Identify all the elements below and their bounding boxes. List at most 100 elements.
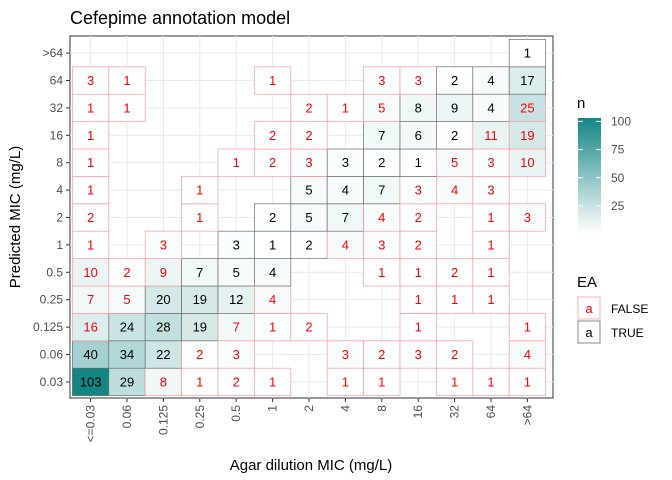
cell-value-label: 2 (451, 347, 458, 362)
cell-value-label: 7 (233, 320, 240, 335)
x-tick-label: 0.06 (120, 405, 134, 429)
x-axis-label: Agar dilution MIC (mg/L) (230, 457, 393, 474)
heatmap-tile (72, 121, 110, 150)
cell-value-label: 1 (487, 374, 494, 389)
cell-value-label: 3 (487, 155, 494, 170)
heatmap-tile (254, 203, 292, 232)
x-tick-label: 16 (411, 405, 425, 419)
cell-value-label: 1 (451, 374, 458, 389)
cell-value-label: 7 (342, 210, 349, 225)
heatmap-tile (254, 258, 292, 287)
cell-value-label: 103 (80, 374, 102, 389)
cell-value-label: 2 (378, 155, 385, 170)
cell-value-label: 8 (160, 374, 167, 389)
heatmap-tile (290, 148, 328, 177)
cell-value-label: 1 (87, 155, 94, 170)
cell-value-label: 3 (342, 155, 349, 170)
ea-legend: EA a FALSE a TRUE (577, 274, 648, 344)
heatmap-tile (290, 203, 328, 232)
cell-value-label: 40 (83, 347, 97, 362)
fill-legend-label: 50 (611, 171, 625, 185)
y-tick-label: >64 (43, 46, 64, 60)
cell-value-label: 1 (451, 292, 458, 307)
cell-value-label: 3 (305, 155, 312, 170)
heatmap-tile (254, 367, 292, 396)
cell-value-label: 2 (305, 320, 312, 335)
y-tick-label: 0.25 (40, 293, 64, 307)
cell-value-label: 1 (342, 100, 349, 115)
cell-value-label: 3 (415, 183, 422, 198)
cell-value-label: 1 (487, 292, 494, 307)
ea-legend-title: EA (577, 274, 597, 291)
cell-value-label: 7 (87, 292, 94, 307)
cell-value-label: 34 (120, 347, 134, 362)
heatmap-tile (399, 121, 437, 150)
cell-value-label: 2 (233, 374, 240, 389)
heatmap-tile (472, 148, 510, 177)
cell-value-label: 2 (196, 347, 203, 362)
heatmap-tile (290, 121, 328, 150)
heatmap-tile (217, 148, 255, 177)
y-tick-label: 16 (50, 128, 64, 142)
heatmap-tile (72, 285, 110, 314)
cell-value-label: 5 (123, 292, 130, 307)
heatmap-tile (72, 148, 110, 177)
cell-value-label: 1 (123, 73, 130, 88)
cell-value-label: 1 (487, 237, 494, 252)
heatmap-tile (472, 66, 510, 95)
x-tick-label: 64 (484, 405, 498, 419)
cell-value-label: 4 (269, 292, 276, 307)
cell-value-label: 3 (378, 73, 385, 88)
heatmap-tile (363, 176, 401, 205)
heatmap-tile (108, 367, 146, 396)
heatmap-tile (217, 367, 255, 396)
cell-value-label: 1 (524, 46, 531, 61)
heatmap-tile (144, 367, 182, 396)
y-tick-label: 0.5 (46, 265, 63, 279)
heatmap-tile (72, 258, 110, 287)
cell-value-label: 1 (269, 374, 276, 389)
heatmap-tile (326, 93, 364, 122)
cell-value-label: 4 (451, 183, 458, 198)
heatmap-tile (108, 93, 146, 122)
cell-value-label: 10 (83, 265, 97, 280)
y-tick-label: 2 (56, 211, 63, 225)
cell-value-label: 20 (156, 292, 170, 307)
cell-value-label: 2 (269, 128, 276, 143)
heatmap-tile (399, 148, 437, 177)
heatmap-tile (363, 148, 401, 177)
cell-value-label: 1 (487, 210, 494, 225)
cell-value-label: 2 (269, 210, 276, 225)
heatmap-tile (72, 230, 110, 259)
x-tick-label: 2 (302, 405, 316, 412)
cell-value-label: 2 (269, 155, 276, 170)
heatmap-tile (72, 66, 110, 95)
heatmap-tile (108, 66, 146, 95)
heatmap-tile (363, 93, 401, 122)
cell-value-label: 2 (305, 237, 312, 252)
y-tick-label: 32 (50, 101, 64, 115)
heatmap-tile (72, 203, 110, 232)
heatmap-tile (181, 285, 219, 314)
cell-value-label: 11 (484, 128, 498, 143)
heatmap-tile (436, 367, 474, 396)
heatmap-tile (72, 176, 110, 205)
heatmap-tile (217, 340, 255, 369)
heatmap-tile (436, 93, 474, 122)
cell-value-label: 1 (196, 210, 203, 225)
cell-value-label: 19 (193, 292, 207, 307)
heatmap-tile (436, 340, 474, 369)
cell-value-label: 5 (378, 100, 385, 115)
x-tick-label: 32 (448, 405, 462, 419)
heatmap-tile (508, 340, 546, 369)
heatmap-tile (254, 148, 292, 177)
cell-value-label: 7 (378, 183, 385, 198)
cell-value-label: 1 (378, 374, 385, 389)
cell-value-label: 12 (229, 292, 243, 307)
x-tick-label: 0.5 (229, 405, 243, 422)
cell-value-label: 2 (305, 128, 312, 143)
cell-value-label: 25 (520, 100, 534, 115)
cell-value-label: 8 (415, 100, 422, 115)
heatmap-tile (436, 66, 474, 95)
cell-value-label: 1 (524, 374, 531, 389)
